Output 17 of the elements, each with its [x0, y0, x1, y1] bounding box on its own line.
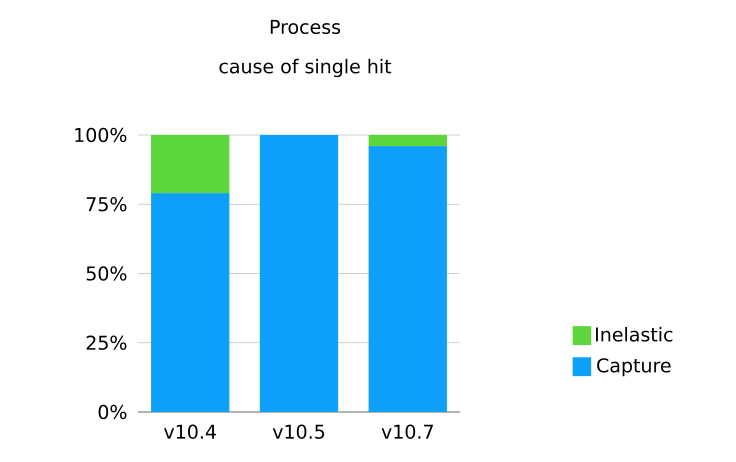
bar — [151, 193, 230, 412]
y-tick-label: 25% — [86, 336, 126, 350]
x-tick-label: v10.7 — [382, 424, 433, 439]
y-tick-label: 100% — [75, 128, 126, 142]
y-tick-label: 50% — [86, 266, 126, 281]
legend-label: Inelastic — [596, 326, 672, 342]
legend-label: Capture — [597, 358, 671, 376]
bar — [260, 134, 338, 412]
chart-title: Process — [270, 20, 340, 34]
bar — [368, 146, 447, 412]
x-tick-label: v10.4 — [164, 424, 216, 439]
bar — [151, 134, 230, 194]
bar — [368, 134, 447, 146]
chart-subtitle: cause of single hit — [219, 58, 392, 78]
x-tick-label: v10.5 — [272, 424, 324, 439]
y-tick-label: 0% — [98, 404, 126, 420]
y-tick-label: 75% — [86, 197, 126, 212]
